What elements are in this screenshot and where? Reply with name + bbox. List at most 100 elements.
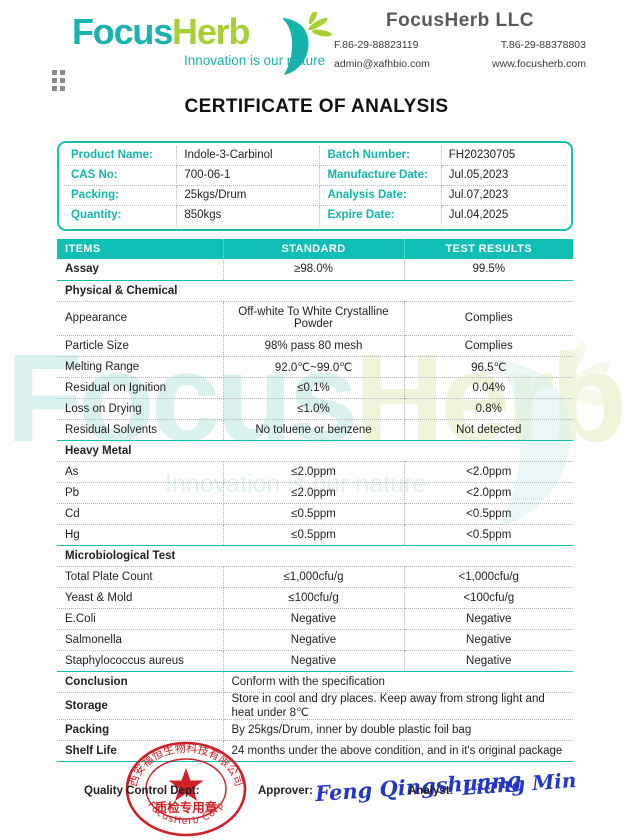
logo-wordmark: FocusHerb [72,11,250,52]
cell-standard: ≤0.5ppm [223,524,405,546]
website-url[interactable]: www.focusherb.com [492,58,586,70]
cell-result: <1,000cfu/g [404,566,573,588]
cell-result: 0.8% [404,398,573,420]
table-section-row: Physical & Chemical [57,280,573,302]
cell-result: Negative [404,608,573,630]
table-note-row: Storage Store in cool and dry places. Kee… [57,692,573,720]
cell-item: Pb [57,482,224,504]
info-value-analysis-date: Jul.07,2023 [441,186,566,206]
info-row: CAS No: 700-06-1 Manufacture Date: Jul.0… [64,166,566,186]
cell-item: As [57,461,224,483]
note-text: By 25kgs/Drum, inner by double plastic f… [223,719,573,741]
section-filler [404,440,573,462]
info-label-batch-number: Batch Number: [320,146,442,166]
table-row: Appearance Off-white To White Crystalline… [57,301,573,336]
grid-dots-handle-icon[interactable] [52,70,65,91]
info-value-batch-number: FH20230705 [441,146,566,166]
note-label: Conclusion [57,671,224,693]
cell-standard: ≤0.1% [223,377,405,399]
note-text: 24 months under the above condition, and… [223,740,573,762]
cell-standard: 92.0℃~99.0℃ [223,356,405,378]
info-value-product-name: Indole-3-Carbinol [177,146,321,166]
table-row: Pb ≤2.0ppm <2.0ppm [57,482,573,504]
info-label-packing: Packing: [64,186,178,206]
handle-dot [60,86,65,91]
cell-item: Residual on Ignition [57,377,224,399]
page-header: FocusHerb Innovation is our nature Focus… [0,0,633,78]
cell-standard: Negative [223,650,405,672]
cell-result: 99.5% [404,259,573,281]
leaf-sprout-icon [282,12,332,75]
cell-standard: No toluene or benzene [223,419,405,441]
logo-text-focus: Focus [72,11,173,52]
table-row: Cd ≤0.5ppm <0.5ppm [57,503,573,525]
cell-item: Yeast & Mold [57,587,224,609]
email-address[interactable]: admin@xafhbio.com [334,58,430,70]
note-text: Conform with the specification [223,671,573,693]
page-title: CERTIFICATE OF ANALYSIS [184,96,449,117]
cell-item: E.Coli [57,608,224,630]
cell-standard: Negative [223,629,405,651]
cell-result: Complies [404,301,573,336]
table-row: Melting Range 92.0℃~99.0℃ 96.5℃ [57,356,573,378]
cell-item: Residual Solvents [57,419,224,441]
note-label: Packing [57,719,224,741]
cell-result: <0.5ppm [404,503,573,525]
section-title: Heavy Metal [57,440,223,462]
cell-standard: ≤0.5ppm [223,503,405,525]
cell-standard: Off-white To White Crystalline Powder [223,301,405,336]
info-value-quantity: 850kgs [177,206,321,226]
column-header-standard: STANDARD [223,239,405,259]
table-note-row: Conclusion Conform with the specification [57,671,573,693]
section-title: Microbiological Test [57,545,223,567]
cell-item: Melting Range [57,356,224,378]
section-filler [223,440,404,462]
table-note-row: Packing By 25kgs/Drum, inner by double pl… [57,719,573,741]
table-section-row: Heavy Metal [57,440,573,462]
handle-dot [60,70,65,75]
info-value-expire-date: Jul.04,2025 [448,209,509,221]
contact-web-line: admin@xafhbio.com www.focusherb.com [330,58,590,70]
cell-standard: ≤2.0ppm [223,461,405,483]
cell-item: Salmonella [57,629,224,651]
info-value-cas-no: 700-06-1 [177,166,321,186]
cell-item: Assay [57,259,224,281]
cell-result: <100cfu/g [404,587,573,609]
table-header: ITEMS STANDARD TEST RESULTS [57,239,573,259]
note-label: Storage [57,692,224,720]
qc-dept-label: Quality Control Dept: [84,785,200,797]
cell-standard: Negative [223,608,405,630]
table-section-row: Microbiological Test [57,545,573,567]
table-row: Total Plate Count ≤1,000cfu/g <1,000cfu/g [57,566,573,588]
cell-standard: ≤100cfu/g [223,587,405,609]
note-text: Store in cool and dry places. Keep away … [223,692,573,720]
section-filler [223,545,404,567]
table-row: Assay ≥98.0% 99.5% [57,259,573,281]
cell-item: Particle Size [57,335,224,357]
fax-number: F.86-29-88823119 [334,39,419,51]
company-name: FocusHerb LLC [386,10,534,31]
cell-item: Appearance [57,301,224,336]
column-header-test-results: TEST RESULTS [404,239,573,259]
info-label-expire-date: Expire Date: [320,206,442,226]
handle-dot [52,78,57,83]
company-logo: FocusHerb Innovation is our nature [72,10,332,75]
info-label-manufacture-date: Manufacture Date: [320,166,442,186]
info-value-manufacture-date: Jul.05,2023 [441,166,566,186]
signature-row: Quality Control Dept: Approver: Feng Qin… [0,767,633,816]
cell-item: Cd [57,503,224,525]
cell-result: Complies [404,335,573,357]
tel-number: T.86-29-88378803 [500,39,586,51]
info-label-analysis-date: Analysis Date: [320,186,442,206]
cell-result: Negative [404,650,573,672]
info-row: Quantity: 850kgs Expire Date: Jul.04,202… [64,206,566,226]
handle-dot [52,86,57,91]
table-row: Residual Solvents No toluene or benzene No… [57,419,573,441]
analyst-label: Analyst: [408,785,454,797]
cell-result: <2.0ppm [404,461,573,483]
table-row: Residual on Ignition ≤0.1% 0.04% [57,377,573,399]
handle-dot [52,70,57,75]
red-company-seal-icon: 西安福恒生物科技有限公司 FocusHerb Corp 质检专用章 [125,741,247,837]
info-row: Product Name: Indole-3-Carbinol Batch Nu… [64,146,566,166]
table-row: Yeast & Mold ≤100cfu/g <100cfu/g [57,587,573,609]
